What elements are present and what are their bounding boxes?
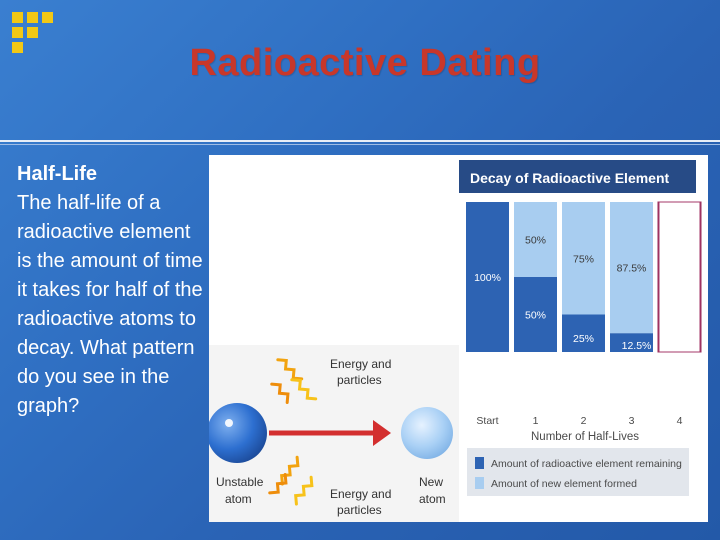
bar-remaining-3	[610, 333, 653, 352]
bar-label-remaining-2: 25%	[573, 333, 594, 345]
energy-label-bottom-2: particles	[337, 503, 382, 517]
bar-label-remaining-1: 50%	[525, 310, 546, 322]
body-text: Half-Life The half-life of a radioactive…	[17, 160, 207, 421]
new-atom-label-2: atom	[419, 492, 446, 506]
legend-label-new: Amount of new element formed	[491, 478, 637, 490]
bar-remaining-2	[562, 314, 605, 352]
chart-title: Decay of Radioactive Element	[470, 170, 670, 186]
divider	[0, 140, 720, 142]
arrow-icon	[373, 420, 391, 446]
section-heading: Half-Life	[17, 163, 97, 185]
chart-x-label: Number of Half-Lives	[531, 431, 639, 443]
legend-label-remaining: Amount of radioactive element remaining	[491, 458, 682, 470]
energy-label-top-2: particles	[337, 373, 382, 387]
bar-new-frame-4	[658, 201, 701, 353]
bar-label-new-3: 87.5%	[617, 263, 647, 275]
unstable-atom-icon	[207, 403, 267, 463]
bar-remaining-0	[466, 202, 509, 352]
slide-title: Radioactive Dating	[189, 42, 541, 84]
bar-label-remaining-0: 100%	[474, 272, 501, 284]
new-atom-label-1: New	[419, 475, 443, 489]
energy-rays-bottom-icon	[268, 455, 314, 506]
chart-legend	[467, 448, 689, 496]
figure-svg: Unstable atom New atom Energy and partic…	[207, 158, 702, 522]
chart-title-bar	[459, 160, 696, 193]
x-tick-2: 2	[581, 415, 587, 427]
bar-label-remaining-3: 12.5%	[622, 340, 652, 352]
x-tick-4: 4	[677, 415, 683, 427]
chart-bars: 100% 50% 50% 25% 75% 12.5% 87.5%	[466, 201, 702, 353]
x-tick-0: Start	[476, 415, 498, 427]
figure-panel: Unstable atom New atom Energy and partic…	[207, 155, 708, 522]
unstable-atom-label-2: atom	[225, 492, 252, 506]
legend-swatch-new	[475, 477, 484, 489]
energy-rays-top-icon	[270, 358, 318, 404]
bar-new-3	[610, 202, 653, 334]
energy-label-top-1: Energy and	[330, 357, 391, 371]
legend-swatch-remaining	[475, 457, 484, 469]
body-paragraph: The half-life of a radioactive element i…	[17, 192, 203, 417]
new-atom-icon	[401, 407, 453, 459]
bar-remaining-1	[514, 277, 557, 352]
x-tick-1: 1	[533, 415, 539, 427]
bar-new-1	[514, 202, 557, 277]
x-tick-3: 3	[629, 415, 635, 427]
chart-x-ticks: Start 1 2 3 4	[476, 415, 682, 427]
energy-label-bottom-1: Energy and	[330, 487, 391, 501]
divider-shadow	[0, 144, 720, 145]
bar-label-new-1: 50%	[525, 235, 546, 247]
bar-label-new-2: 75%	[573, 253, 594, 265]
bar-new-2	[562, 202, 605, 315]
unstable-atom-label-1: Unstable	[216, 475, 264, 489]
